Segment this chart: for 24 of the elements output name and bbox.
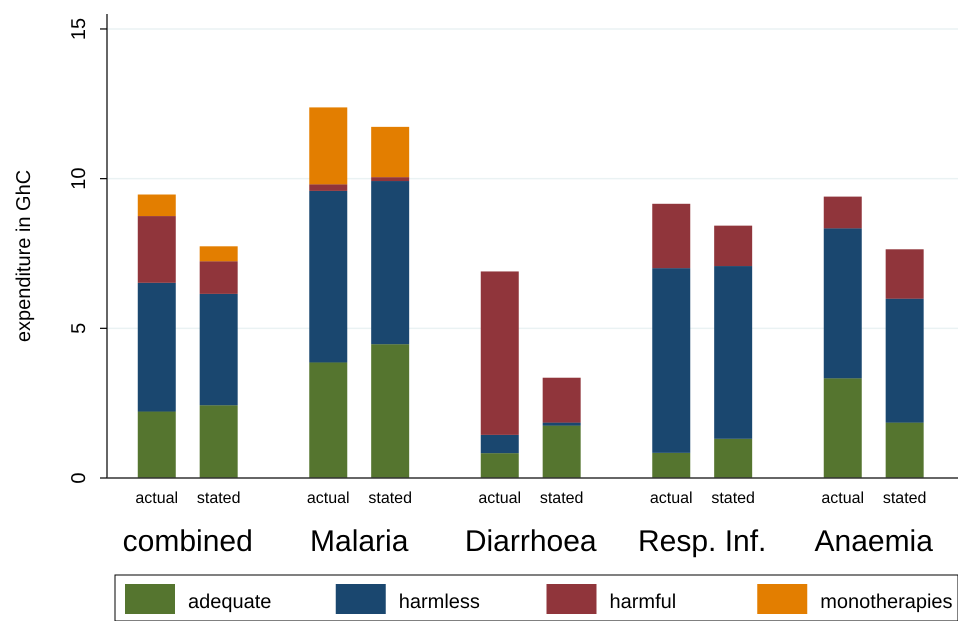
x-tick-label: actual bbox=[650, 490, 693, 507]
text: Resp. Inf. bbox=[638, 525, 766, 558]
text: combined bbox=[122, 525, 253, 558]
text: Malaria bbox=[310, 525, 409, 558]
text: Diarrhoea bbox=[464, 525, 597, 558]
legend-label: adequate bbox=[188, 591, 272, 613]
x-tick-label: actual bbox=[306, 490, 350, 507]
x-tick-label: actual bbox=[478, 490, 522, 507]
legend-label: harmful bbox=[610, 591, 676, 613]
x-tick-label: stated bbox=[711, 490, 755, 507]
text: Anaemia bbox=[814, 525, 934, 558]
x-tick-label: actual bbox=[135, 490, 178, 507]
y-tick-label: 0 bbox=[68, 472, 90, 484]
legend-label: harmless bbox=[398, 591, 480, 613]
y-tick-label: 5 bbox=[68, 322, 90, 334]
legend-label: monotherapies bbox=[820, 591, 953, 613]
x-tick-label: stated bbox=[540, 490, 584, 507]
x-tick-label: actual bbox=[821, 490, 864, 507]
x-tick-label: stated bbox=[882, 490, 926, 507]
x-tick-label: stated bbox=[196, 490, 240, 507]
x-tick-label: stated bbox=[368, 490, 412, 507]
y-axis-title: expenditure in GhC bbox=[13, 170, 35, 342]
y-tick-label: 15 bbox=[68, 18, 90, 40]
y-tick-label: 10 bbox=[68, 168, 90, 190]
